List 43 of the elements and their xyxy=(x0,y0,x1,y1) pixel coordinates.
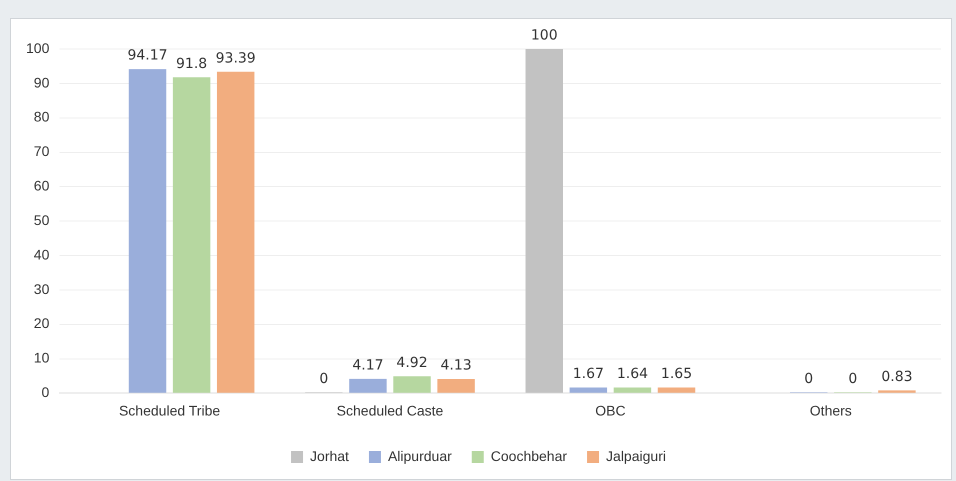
y-tick-label: 0 xyxy=(42,384,50,400)
y-tick-label: 30 xyxy=(34,280,50,297)
legend-label: Coochbehar xyxy=(490,448,568,464)
data-label: 4.92 xyxy=(396,354,428,371)
bar xyxy=(172,77,210,393)
bar xyxy=(349,378,387,393)
x-tick-label: Scheduled Tribe xyxy=(118,402,220,418)
data-label: 91.8 xyxy=(176,56,208,72)
data-label: 0 xyxy=(319,370,328,387)
bar xyxy=(658,388,696,393)
x-tick-label: OBC xyxy=(595,402,626,418)
bar xyxy=(393,376,431,393)
y-tick-label: 20 xyxy=(34,315,50,332)
x-tick-label: Scheduled Caste xyxy=(336,402,444,418)
data-label: 0.83 xyxy=(881,368,913,385)
legend-label: Jalpaiguri xyxy=(606,448,666,464)
y-tick-label: 100 xyxy=(26,40,50,56)
data-label: 93.39 xyxy=(216,50,256,66)
bar xyxy=(614,388,652,393)
y-tick-label: 80 xyxy=(34,108,50,125)
y-tick-label: 60 xyxy=(34,178,50,194)
y-tick-label: 50 xyxy=(34,212,50,228)
data-label: 94.17 xyxy=(127,48,168,64)
data-label: 1.64 xyxy=(616,366,648,382)
bar xyxy=(128,69,166,393)
data-label: 100 xyxy=(530,28,558,44)
bar xyxy=(216,72,254,393)
data-label: 1.65 xyxy=(660,366,692,382)
bar xyxy=(437,378,475,393)
data-label: 0 xyxy=(848,370,858,387)
y-tick-label: 40 xyxy=(34,246,50,262)
bar xyxy=(570,387,608,393)
x-tick-label: Others xyxy=(810,402,852,418)
data-label: 1.67 xyxy=(572,366,604,382)
legend-label: Jorhat xyxy=(310,448,350,464)
y-tick-label: 70 xyxy=(34,143,50,160)
data-label: 4.17 xyxy=(352,357,384,374)
bar xyxy=(526,49,563,393)
legend-label: Alipurduar xyxy=(388,448,452,464)
y-tick-label: 90 xyxy=(34,74,50,90)
data-label: 0 xyxy=(804,370,814,387)
data-label: 4.13 xyxy=(440,358,472,374)
y-tick-label: 10 xyxy=(34,350,50,366)
